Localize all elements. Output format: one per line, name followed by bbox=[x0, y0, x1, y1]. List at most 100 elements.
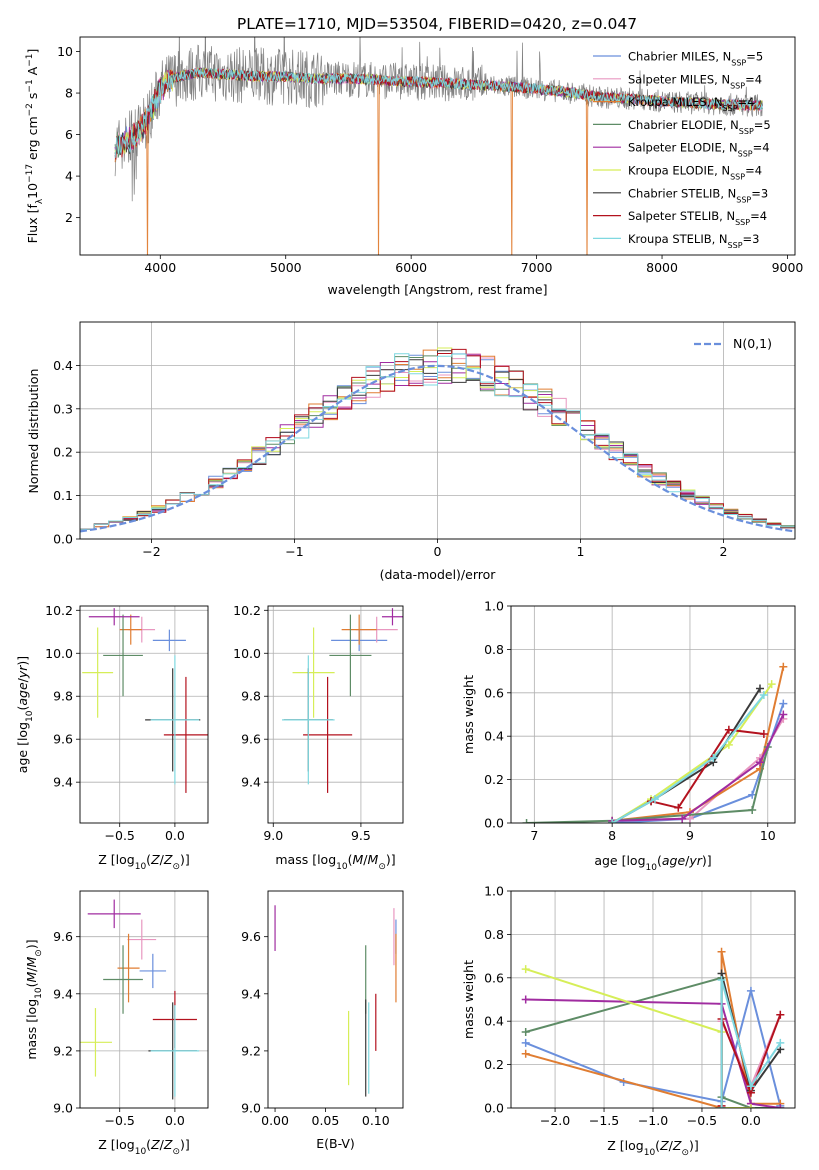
plot-area bbox=[521, 947, 785, 1108]
y-tick-label: 8 bbox=[65, 86, 73, 101]
data-point-marker bbox=[717, 1104, 726, 1108]
point-salpeter-stelib bbox=[303, 676, 353, 793]
data-point-marker bbox=[779, 699, 788, 708]
point-kroupa-stelib bbox=[150, 655, 200, 785]
x-tick-label: −0.5 bbox=[105, 1113, 135, 1128]
data-point-marker bbox=[748, 790, 757, 799]
series-line bbox=[525, 968, 751, 1108]
y-tick-label: 9.0 bbox=[241, 1101, 261, 1116]
y-tick-label: 9.6 bbox=[53, 929, 73, 944]
data-point-marker bbox=[608, 819, 617, 823]
legend-label: Salpeter MILES, NSSP=4 bbox=[628, 72, 762, 90]
y-axis-label: age [log10(age/yr)] bbox=[15, 656, 35, 773]
y-tick-label: 9.6 bbox=[241, 929, 261, 944]
x-tick-label: 5000 bbox=[270, 260, 302, 275]
point-chabrier-miles bbox=[152, 629, 186, 652]
data-point-marker bbox=[748, 805, 757, 814]
x-tick-label: 1 bbox=[577, 544, 585, 559]
point-chabrier-elodie bbox=[103, 945, 143, 1014]
data-point-marker bbox=[759, 690, 768, 699]
legend-label: Salpeter STELIB, NSSP=4 bbox=[628, 209, 767, 227]
grid-lines bbox=[268, 606, 403, 823]
series-line bbox=[611, 687, 761, 823]
x-tick-label: −2.0 bbox=[540, 1113, 570, 1128]
data-point-marker bbox=[678, 814, 687, 823]
normal-distribution-curve bbox=[80, 364, 795, 533]
y-tick-label: 0.8 bbox=[484, 927, 504, 942]
data-point-marker bbox=[521, 1038, 530, 1047]
x-tick-label: 0.0 bbox=[741, 1113, 761, 1128]
y-tick-label: 9.8 bbox=[241, 689, 261, 704]
grid-lines bbox=[80, 606, 208, 823]
point-salpeter-elodie bbox=[87, 899, 141, 929]
y-tick-label: 9.2 bbox=[53, 1043, 73, 1058]
axes-frame bbox=[79, 890, 209, 1109]
x-tick-label: 0.05 bbox=[312, 1113, 340, 1128]
x-tick-label: 9 bbox=[686, 828, 694, 843]
x-tick-label: 0.0 bbox=[165, 828, 185, 843]
data-point-marker bbox=[776, 1104, 785, 1108]
y-tick-label: 9.6 bbox=[53, 732, 73, 747]
legend-label: Chabrier ELODIE, NSSP=5 bbox=[628, 118, 771, 136]
x-tick-label: 4000 bbox=[144, 260, 176, 275]
x-axis-label: Z [log10(Z/Z⊙)] bbox=[98, 852, 190, 872]
data-point-marker bbox=[522, 819, 531, 823]
y-tick-label: 10.2 bbox=[233, 603, 261, 618]
data-point-marker bbox=[776, 1010, 785, 1019]
series-kroupa-stelib bbox=[717, 975, 785, 1108]
y-axis-label: mass weight bbox=[461, 675, 476, 754]
data-point-marker bbox=[767, 680, 776, 689]
x-axis-label: Z [log10(Z/Z⊙)] bbox=[607, 1138, 699, 1158]
age-vs-metallicity-panel: −0.5 0.0 9.4 9.6 9.8 10.0 10.2 Z [log10(Z/Z⊙)] a… bbox=[15, 603, 209, 872]
x-tick-label: 0.00 bbox=[261, 1113, 289, 1128]
series-line bbox=[611, 694, 765, 823]
axes-frame bbox=[510, 605, 796, 824]
legend-label: N(0,1) bbox=[733, 336, 772, 351]
x-tick-label: −1 bbox=[285, 544, 303, 559]
series-line bbox=[612, 666, 785, 822]
grid-lines bbox=[511, 605, 795, 824]
y-tick-label: 0.3 bbox=[53, 401, 73, 416]
x-tick-label: −0.5 bbox=[105, 828, 135, 843]
x-tick-label: 6000 bbox=[395, 260, 427, 275]
y-tick-label: 0.0 bbox=[53, 532, 73, 547]
plot-area bbox=[80, 347, 795, 539]
point-kroupa-elodie bbox=[80, 1008, 112, 1077]
point-salpeter-elodie bbox=[381, 608, 403, 626]
y-tick-label: 9.2 bbox=[241, 1043, 261, 1058]
x-axis-label: Z [log10(Z/Z⊙)] bbox=[98, 1137, 190, 1157]
data-point-marker bbox=[521, 965, 530, 974]
data-point-marker bbox=[746, 986, 755, 995]
figure-title: PLATE=1710, MJD=53504, FIBERID=0420, z=0… bbox=[237, 15, 637, 33]
data-point-marker bbox=[650, 795, 659, 804]
x-tick-label: 10 bbox=[760, 828, 776, 843]
y-tick-label: 9.4 bbox=[241, 775, 261, 790]
x-axis-label: age [log10(age/yr)] bbox=[594, 853, 711, 873]
data-point-marker bbox=[746, 1082, 755, 1091]
y-tick-label: 6 bbox=[65, 127, 73, 142]
axes-frame bbox=[510, 890, 796, 1109]
x-tick-label: −1.0 bbox=[638, 1113, 668, 1128]
axes-frame bbox=[79, 605, 209, 824]
legend-label: Kroupa ELODIE, NSSP=4 bbox=[628, 164, 762, 182]
mass-weight-vs-metallicity-panel: −2.0 −1.5 −1.0 −0.5 0.0 0.0 0.2 0.4 0.6 0.8 1.0 Z [… bbox=[461, 884, 796, 1158]
y-tick-label: 0.8 bbox=[484, 642, 504, 657]
y-tick-label: 2 bbox=[65, 210, 73, 225]
x-tick-label: 7 bbox=[530, 828, 538, 843]
x-tick-label: 8000 bbox=[646, 260, 678, 275]
age-vs-mass-panel: 9.0 9.5 9.4 9.6 9.8 10.0 10.2 mass [log10(M/M⊙)… bbox=[233, 603, 404, 872]
x-tick-label: 7000 bbox=[521, 260, 553, 275]
data-point-marker bbox=[776, 1038, 785, 1047]
point-kroupa-miles bbox=[341, 614, 377, 645]
data-point-marker bbox=[724, 740, 733, 749]
x-tick-label: 9.0 bbox=[263, 828, 283, 843]
x-axis-label: wavelength [Angstrom, rest frame] bbox=[327, 282, 547, 297]
histogram-kroupa-stelib bbox=[80, 353, 795, 539]
grid-lines bbox=[80, 891, 208, 1109]
data-point-marker bbox=[674, 803, 683, 812]
y-tick-label: 9.4 bbox=[241, 986, 261, 1001]
observed-spectrum-line bbox=[114, 37, 763, 202]
x-tick-label: 0.10 bbox=[362, 1113, 390, 1128]
point-salpeter-stelib bbox=[163, 676, 208, 793]
